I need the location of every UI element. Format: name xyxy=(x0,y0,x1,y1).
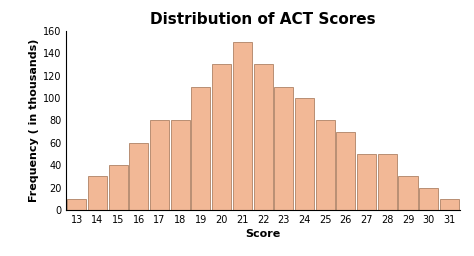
Bar xyxy=(357,154,376,210)
Bar xyxy=(378,154,397,210)
Bar xyxy=(191,87,210,210)
Bar xyxy=(150,120,169,210)
Bar xyxy=(129,143,148,210)
Bar xyxy=(440,199,459,210)
Bar xyxy=(337,132,356,210)
Bar xyxy=(274,87,293,210)
Bar xyxy=(171,120,190,210)
Title: Distribution of ACT Scores: Distribution of ACT Scores xyxy=(150,12,376,27)
Bar xyxy=(233,42,252,210)
Bar xyxy=(67,199,86,210)
Bar xyxy=(295,98,314,210)
Bar xyxy=(399,176,418,210)
Bar xyxy=(88,176,107,210)
Bar xyxy=(254,64,273,210)
Bar xyxy=(419,187,438,210)
Bar xyxy=(109,165,128,210)
X-axis label: Score: Score xyxy=(246,229,281,239)
Bar xyxy=(212,64,231,210)
Y-axis label: Frequency ( in thousands): Frequency ( in thousands) xyxy=(29,39,39,202)
Bar xyxy=(316,120,335,210)
